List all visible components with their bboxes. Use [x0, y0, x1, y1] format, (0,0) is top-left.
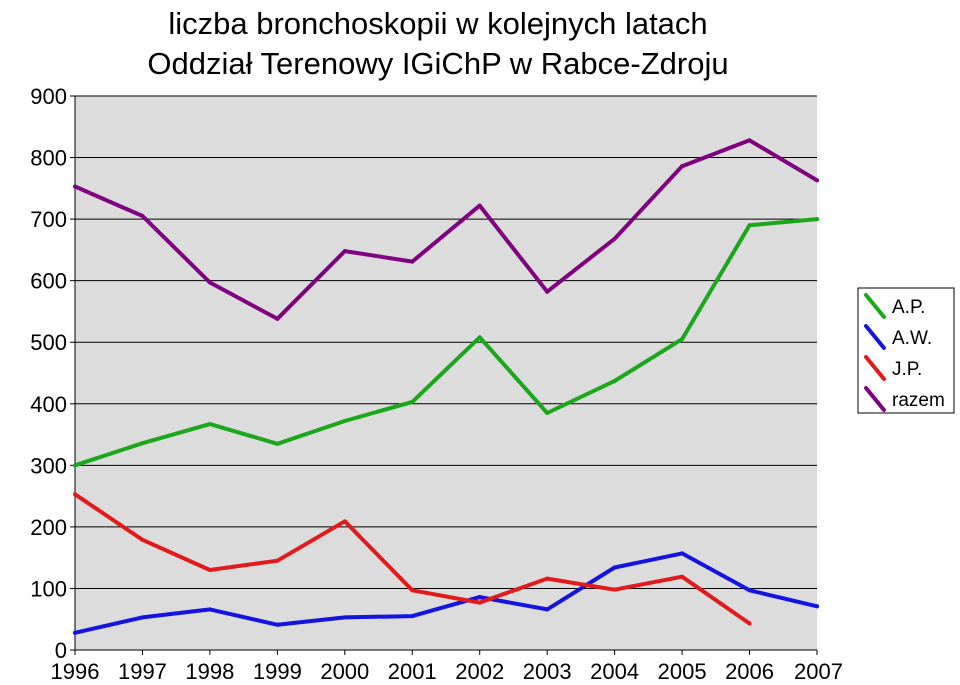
legend-label: A.P. — [892, 297, 925, 318]
data-point — [815, 604, 819, 609]
data-point — [477, 600, 482, 605]
data-point — [73, 492, 77, 497]
data-point — [680, 574, 685, 579]
data-point — [140, 441, 145, 446]
data-point — [410, 399, 415, 404]
data-point — [275, 558, 280, 563]
data-point — [342, 615, 347, 620]
data-point — [140, 214, 145, 219]
data-point — [477, 335, 482, 340]
x-tick-label: 1997 — [118, 659, 167, 684]
data-point — [477, 595, 482, 600]
x-tick-label: 1999 — [253, 659, 302, 684]
x-tick-label: 2001 — [388, 659, 437, 684]
data-point — [207, 567, 212, 572]
legend-swatch — [864, 355, 886, 381]
data-point — [342, 249, 347, 254]
data-point — [545, 576, 550, 581]
data-point — [73, 463, 77, 468]
y-tick-label: 800 — [30, 146, 67, 171]
data-point — [73, 184, 77, 189]
data-point — [747, 588, 752, 593]
x-tick-label: 1998 — [185, 659, 234, 684]
data-point — [747, 621, 752, 626]
data-point — [342, 519, 347, 524]
data-point — [747, 138, 752, 143]
y-tick-label: 900 — [30, 84, 67, 109]
y-tick-label: 200 — [30, 515, 67, 540]
y-tick-label: 500 — [30, 330, 67, 355]
legend: A.P. A.W. J.P. razem — [857, 287, 955, 414]
y-tick-label: 400 — [30, 392, 67, 417]
data-point — [275, 316, 280, 321]
x-tick-label: 2000 — [320, 659, 369, 684]
x-tick-label: 2006 — [725, 659, 774, 684]
legend-label: razem — [892, 390, 945, 411]
chart-title-line-1: liczba bronchoskopii w kolejnych latach — [168, 6, 707, 41]
legend-label: A.W. — [892, 328, 932, 349]
data-point — [612, 587, 617, 592]
legend-swatch — [864, 324, 886, 350]
data-point — [207, 607, 212, 612]
gridlines — [75, 95, 817, 589]
x-axis-tick-labels: 1996 1997 1998 1999 2000 2001 2002 2003 2004 2005… — [51, 650, 843, 684]
y-tick-label: 600 — [30, 269, 67, 294]
data-point — [207, 280, 212, 285]
x-tick-label: 2005 — [658, 659, 707, 684]
x-tick-label: 2002 — [455, 659, 504, 684]
data-point — [140, 537, 145, 542]
data-point — [545, 607, 550, 612]
data-point — [612, 565, 617, 570]
legend-swatch — [864, 293, 886, 319]
chart-title: liczba bronchoskopii w kolejnych latach … — [147, 6, 728, 81]
data-point — [680, 337, 685, 342]
data-point — [477, 203, 482, 208]
data-point — [747, 223, 752, 228]
data-point — [410, 614, 415, 619]
series-line-a-w — [73, 551, 819, 635]
y-axis-tick-labels: 0 100 200 300 400 500 600 700 800 900 — [30, 84, 75, 663]
y-tick-label: 100 — [30, 576, 67, 601]
data-point — [207, 422, 212, 427]
x-tick-label: 1996 — [51, 659, 100, 684]
data-point — [73, 630, 77, 635]
data-point — [342, 419, 347, 424]
x-tick-label: 2007 — [794, 659, 843, 684]
data-point — [410, 259, 415, 264]
x-tick-label: 2004 — [590, 659, 639, 684]
data-point — [612, 379, 617, 384]
y-tick-label: 300 — [30, 453, 67, 478]
data-point — [680, 164, 685, 169]
data-point — [545, 411, 550, 416]
chart-title-line-2: Oddział Terenowy IGiChP w Rabce-Zdroju — [147, 46, 728, 81]
data-point — [140, 615, 145, 620]
series-lines — [73, 138, 819, 635]
x-tick-label: 2003 — [523, 659, 572, 684]
data-point — [410, 588, 415, 593]
series-line-razem — [73, 138, 819, 321]
legend-box — [857, 287, 955, 414]
series-line-a-p — [73, 217, 819, 468]
legend-label: J.P. — [892, 359, 922, 380]
data-point — [815, 178, 819, 183]
data-point — [815, 217, 819, 222]
data-point — [680, 551, 685, 556]
data-point — [275, 441, 280, 446]
y-tick-label: 700 — [30, 207, 67, 232]
data-point — [612, 236, 617, 241]
legend-swatch — [864, 386, 886, 412]
y-tick-label: 0 — [55, 638, 67, 663]
data-point — [545, 289, 550, 294]
data-point — [275, 622, 280, 627]
